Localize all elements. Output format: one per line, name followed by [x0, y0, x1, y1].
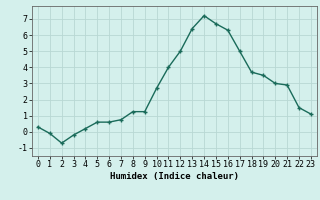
X-axis label: Humidex (Indice chaleur): Humidex (Indice chaleur) [110, 172, 239, 181]
